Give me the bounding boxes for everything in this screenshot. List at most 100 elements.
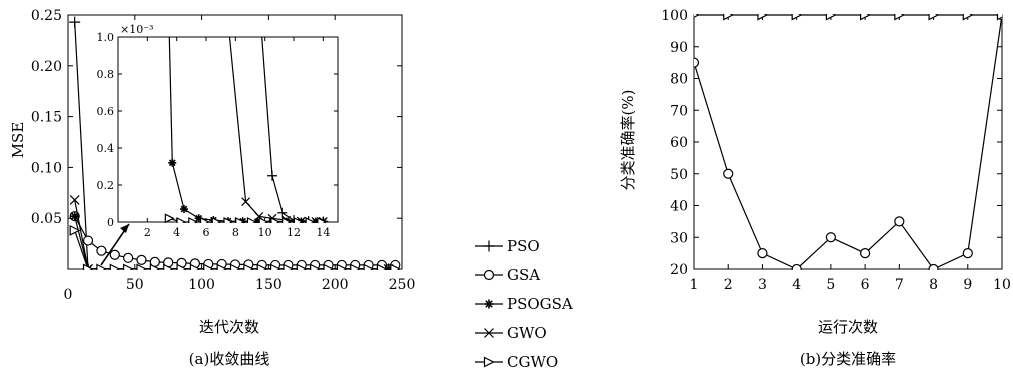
conv-point-cgwo [390, 263, 402, 270]
conv-y-tick-label: 0.20 [31, 59, 62, 75]
conv-x-tick-label: 100 [188, 277, 215, 293]
xlabel-b: 运行次数 [818, 318, 878, 336]
acc-series-gsa [694, 14, 1002, 270]
acc-y-tick-label: 60 [670, 135, 688, 151]
inset-point-psogsa [180, 205, 188, 214]
inset-point-cgwo [270, 217, 281, 223]
inset-point-pso [267, 170, 277, 181]
conv-point-cgwo [296, 263, 308, 270]
acc-point-gsa [757, 248, 768, 259]
conv-point-gsa [123, 252, 134, 263]
acc-x-tick-label: 5 [826, 277, 835, 293]
inset-y-tick-label: 1.0 [97, 31, 115, 44]
acc-point-cgwo [825, 14, 837, 21]
acc-point-gsa [791, 263, 802, 270]
inset-y-tick-label: 0.2 [97, 179, 115, 192]
conv-series-cgwo [69, 224, 402, 270]
conv-point-cgwo [376, 263, 388, 270]
inset-point-cgwo [317, 217, 328, 223]
acc-point-gsa [825, 232, 836, 243]
conv-point-cgwo [323, 263, 335, 270]
caption-b: (b)分类准确率 [800, 350, 896, 368]
legend-marker-gwo [484, 328, 494, 338]
inset-point-gwo [241, 197, 251, 207]
conv-point-gsa [82, 235, 94, 246]
inset-point-cgwo [235, 217, 246, 223]
conv-point-cgwo [176, 263, 188, 270]
acc-point-gsa [694, 57, 700, 68]
inset-point-cgwo [282, 217, 293, 223]
conv-point-cgwo [96, 263, 108, 270]
acc-y-tick-label: 20 [670, 262, 688, 278]
conv-x-tick-label: 150 [255, 277, 282, 293]
legend-item-gwo: GWO [475, 324, 547, 342]
conv-y-tick-label: 0.15 [31, 110, 62, 126]
acc-x-tick-label: 3 [758, 277, 767, 293]
acc-x-tick-label: 8 [929, 277, 938, 293]
conv-point-cgwo [163, 263, 175, 270]
conv-point-gsa [136, 254, 147, 265]
inset-x-tick-label: 14 [316, 226, 330, 239]
inset-x-tick-label: 6 [203, 226, 210, 239]
legend-marker-gsa [483, 269, 495, 281]
conv-point-cgwo [269, 263, 281, 270]
acc-point-gsa [962, 248, 973, 259]
inset-point-cgwo [223, 217, 234, 223]
inset-series-cgwo [164, 213, 328, 223]
inset-exponent-label: ×10⁻³ [120, 23, 153, 36]
legend-label: GSA [507, 266, 540, 284]
acc-point-cgwo [757, 14, 769, 21]
inset-point-cgwo [246, 217, 257, 223]
legend-item-psogsa: PSOGSA [475, 295, 573, 313]
acc-point-cgwo [962, 14, 974, 21]
inset-y-tick-label: 0.4 [97, 142, 115, 155]
conv-point-cgwo [229, 263, 241, 270]
inset-point-cgwo [211, 217, 222, 223]
conv-point-cgwo [149, 263, 161, 270]
conv-point-gwo [69, 194, 80, 205]
legend-marker-pso [483, 240, 495, 252]
acc-line-gsa [694, 14, 1002, 270]
inset-plot-frame [117, 36, 339, 223]
inset-point-cgwo [305, 217, 316, 223]
acc-point-gsa [928, 263, 939, 270]
inset-x-tick-label: 2 [144, 226, 151, 239]
acc-point-cgwo [694, 14, 700, 18]
acc-point-cgwo [723, 14, 735, 21]
conv-x-tick-label: 200 [322, 277, 349, 293]
legend-label: GWO [507, 324, 547, 342]
acc-point-cgwo [791, 14, 803, 21]
acc-series-cgwo [694, 14, 1002, 21]
conv-point-cgwo [136, 263, 148, 270]
inset-point-psogsa [168, 158, 177, 167]
xlabel-a: 迭代次数 [199, 318, 259, 336]
conv-point-cgwo [350, 263, 362, 270]
acc-point-cgwo [894, 14, 906, 21]
inset-x-tick-label: 12 [287, 226, 301, 239]
inset-point-pso [277, 207, 288, 218]
acc-point-cgwo [928, 14, 940, 21]
acc-point-cgwo [996, 14, 1002, 21]
acc-x-tick-label: 1 [690, 277, 699, 293]
inset-y-tick-label: 0.6 [97, 105, 115, 118]
inset-point-psogsa [194, 214, 203, 223]
acc-plot-frame [693, 14, 1003, 270]
conv-line-gsa [74, 215, 396, 266]
conv-point-psogsa [70, 211, 80, 221]
legend-label: PSOGSA [507, 295, 573, 313]
acc-x-tick-label: 6 [861, 277, 870, 293]
caption-a: (a)收敛曲线 [189, 350, 270, 368]
conv-point-cgwo [283, 263, 295, 270]
legend-item-gsa: GSA [475, 266, 540, 284]
acc-x-tick-label: 4 [792, 277, 801, 293]
conv-point-cgwo [123, 263, 134, 270]
inset-point-cgwo [188, 217, 199, 223]
legend-marker-cgwo [483, 356, 495, 368]
acc-point-cgwo [860, 14, 871, 21]
conv-point-cgwo [109, 263, 121, 270]
conv-point-gsa [96, 245, 107, 256]
zoom-arrow-head [120, 224, 129, 233]
